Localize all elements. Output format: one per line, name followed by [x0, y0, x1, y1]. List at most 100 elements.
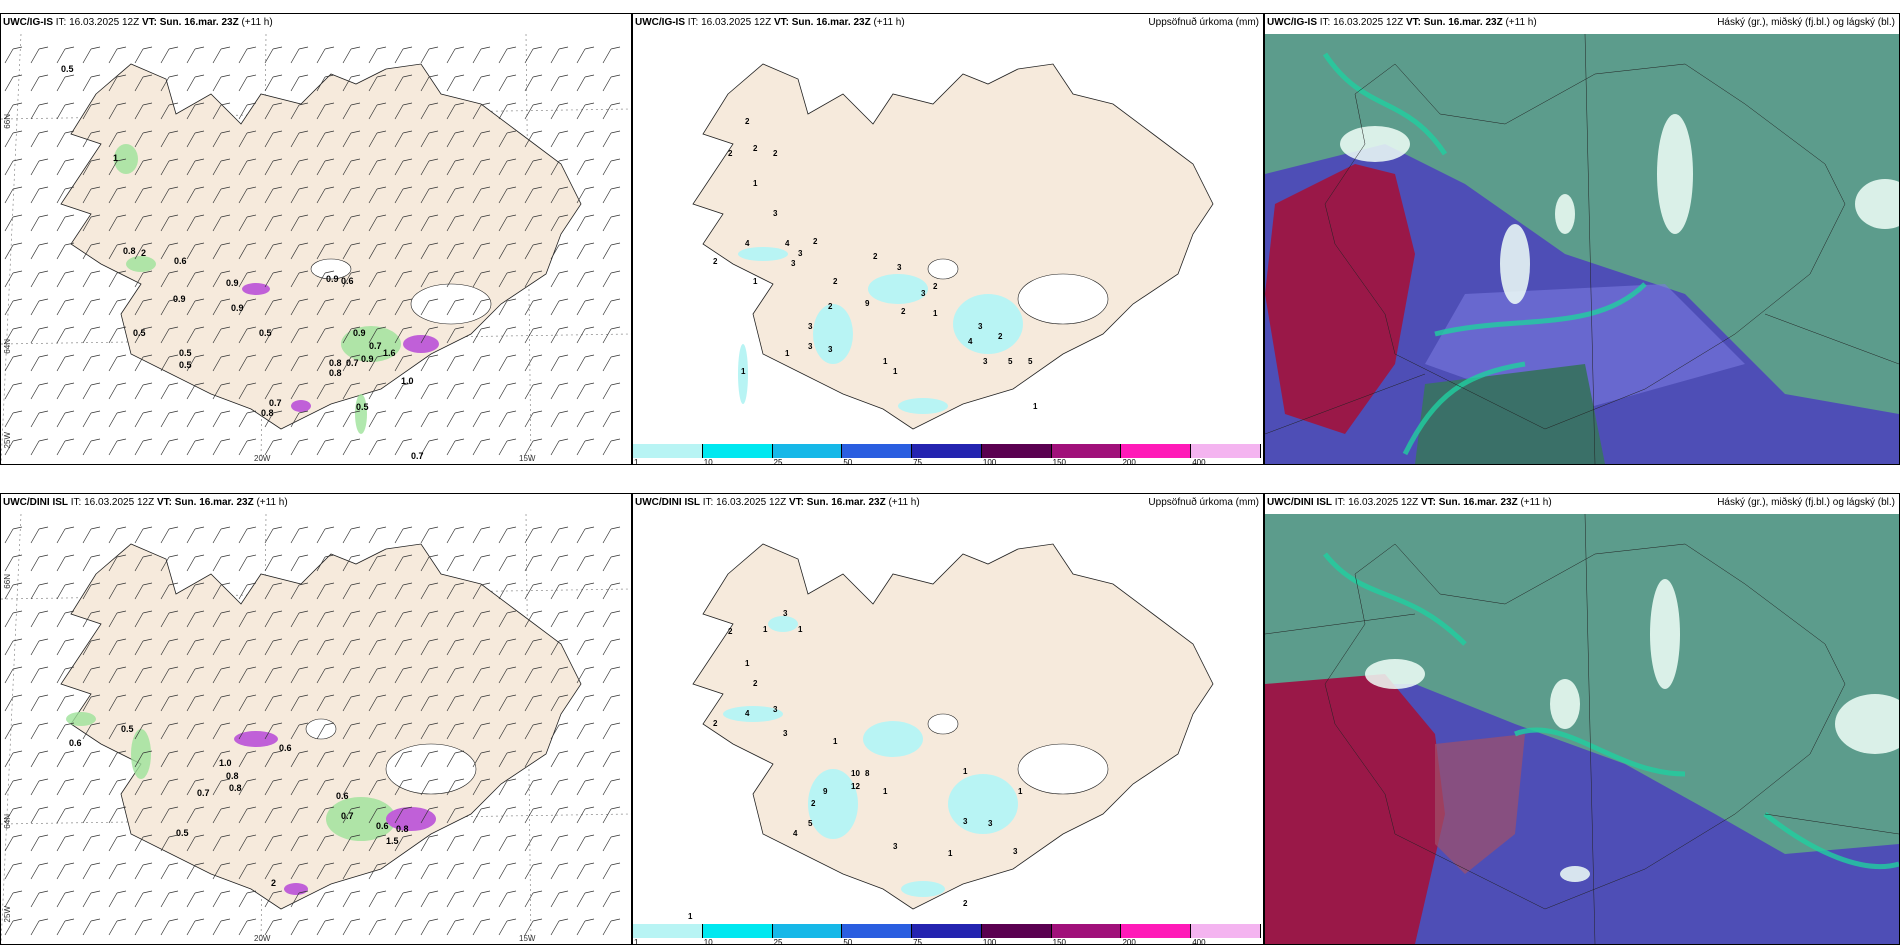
wind-barb: [446, 806, 465, 824]
wind-barb: [108, 526, 127, 544]
wind-barb: [368, 582, 387, 600]
wind-barb: [238, 410, 257, 428]
wind-barb: [186, 834, 205, 852]
wind-barb: [186, 582, 205, 600]
accum-value: 1: [798, 625, 803, 634]
wind-barb: [446, 890, 465, 908]
precip-value: 0.5: [259, 328, 272, 338]
wind-barb: [316, 890, 335, 908]
wind-barb: [56, 554, 75, 572]
accum-value: 3: [983, 357, 988, 366]
wind-barb: [602, 666, 621, 684]
wind-barb: [238, 74, 257, 92]
wind-barb: [160, 806, 179, 824]
wind-barb: [368, 438, 387, 456]
wind-barb: [524, 694, 543, 712]
wind-barb: [264, 214, 283, 232]
wind-barb: [212, 46, 231, 64]
precip-value: 0.6: [174, 256, 187, 266]
wind-barb: [342, 834, 361, 852]
wind-barb: [134, 242, 153, 260]
wind-barb: [368, 130, 387, 148]
wind-barb: [82, 74, 101, 92]
wind-barb: [446, 554, 465, 572]
wind-barb: [212, 242, 231, 260]
wind-barb: [420, 750, 439, 768]
wind-barb: [186, 214, 205, 232]
wind-barb: [446, 410, 465, 428]
legend-swatch: [1121, 444, 1192, 458]
wind-barb: [316, 298, 335, 316]
grid-label-lat64: 64N: [3, 339, 12, 354]
wind-barb: [82, 102, 101, 120]
accum-value: 2: [828, 302, 833, 311]
wind-barb: [342, 694, 361, 712]
wind-barb: [56, 102, 75, 120]
wind-barb: [30, 610, 49, 628]
wind-barb: [56, 890, 75, 908]
wind-barb: [524, 46, 543, 64]
wind-barb: [134, 354, 153, 372]
wind-barb: [524, 806, 543, 824]
wind-barb: [472, 750, 491, 768]
wind-barb: [394, 74, 413, 92]
wind-barb: [30, 750, 49, 768]
wind-barb: [524, 438, 543, 456]
wind-barb: [498, 270, 517, 288]
accum-value: 2: [811, 799, 816, 808]
accum-value: 2: [998, 332, 1003, 341]
wind-barb: [524, 834, 543, 852]
wind-barb: [550, 694, 569, 712]
accum-value: 2: [901, 307, 906, 316]
wind-barb: [602, 130, 621, 148]
wind-barb: [368, 722, 387, 740]
wind-barb: [238, 438, 257, 456]
wind-barb: [264, 102, 283, 120]
wind-barb: [602, 638, 621, 656]
wind-barb: [30, 158, 49, 176]
wind-barb: [134, 74, 153, 92]
wind-barb: [134, 382, 153, 400]
wind-barb: [160, 102, 179, 120]
wind-barb: [342, 554, 361, 572]
wind-barb: [264, 806, 283, 824]
wind-barb: [186, 554, 205, 572]
wind-barb: [550, 298, 569, 316]
wind-barb: [238, 270, 257, 288]
wind-barb: [394, 806, 413, 824]
wind-barb: [212, 382, 231, 400]
wind-barb: [108, 74, 127, 92]
wind-barb: [4, 102, 23, 120]
wind-barb: [342, 298, 361, 316]
wind-barb: [186, 46, 205, 64]
wind-precip-panel-row2: UWC/DINI ISL IT: 16.03.2025 12Z VT: Sun.…: [0, 493, 632, 945]
wind-barb: [134, 298, 153, 316]
accum-value: 3: [963, 817, 968, 826]
wind-barb: [394, 130, 413, 148]
legend-swatch: [842, 444, 913, 458]
legend-tick: 100: [982, 458, 997, 465]
wind-barb: [524, 102, 543, 120]
wind-barb: [238, 834, 257, 852]
wind-barb: [134, 554, 153, 572]
wind-barb: [576, 186, 595, 204]
legend-swatch: [633, 924, 703, 938]
wind-precip-map: 0.5 0.6 0.8 0.7 0.8 1.0 0.6 0.6 0.7 0.6 …: [1, 514, 631, 944]
wind-barb: [550, 214, 569, 232]
wind-barb: [342, 610, 361, 628]
wind-barb: [212, 354, 231, 372]
wind-barb: [56, 326, 75, 344]
wind-barb: [342, 666, 361, 684]
wind-barb: [264, 610, 283, 628]
wind-barb: [576, 102, 595, 120]
wind-barb: [290, 298, 309, 316]
wind-barb: [576, 694, 595, 712]
wind-barb: [576, 158, 595, 176]
wind-barb: [602, 554, 621, 572]
wind-barb: [290, 214, 309, 232]
wind-barb: [56, 242, 75, 260]
wind-barb: [108, 722, 127, 740]
precip-value: 0.9: [226, 278, 239, 288]
precip-value: 0.6: [341, 276, 354, 286]
wind-barb: [550, 890, 569, 908]
